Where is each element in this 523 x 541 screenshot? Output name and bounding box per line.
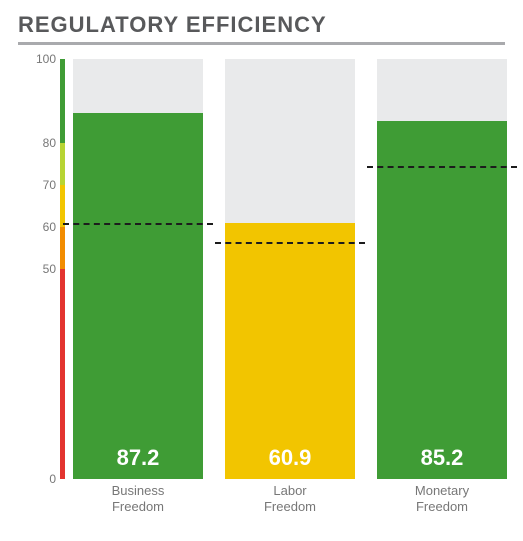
bar-fill (73, 113, 203, 479)
chart-area: 050607080100 87.260.985.2 (18, 59, 505, 479)
title-rule (18, 42, 505, 45)
x-axis-label: Labor Freedom (225, 483, 355, 514)
reference-line (367, 166, 517, 168)
chart-card: REGULATORY EFFICIENCY 0 50 60 70 80 100 87.2 6… (0, 0, 523, 541)
bar-value-label: 60.9 (225, 445, 355, 471)
y-tick-label: 70 (18, 178, 56, 192)
bar-slot: 85.2 (377, 59, 507, 479)
y-tick-label: 50 (18, 262, 56, 276)
bar-slot: 87.2 (73, 59, 203, 479)
reference-line (63, 223, 213, 225)
bar-value-label: 87.2 (73, 445, 203, 471)
bar-value-label: 85.2 (377, 445, 507, 471)
bar-fill (225, 223, 355, 479)
plot-area: 87.2 60.9 85.2 (63, 59, 505, 479)
x-axis-labels: Business Freedom Labor Freedom Monetary Fr… (63, 483, 505, 523)
reference-line (215, 242, 365, 244)
y-tick-label: 80 (18, 136, 56, 150)
x-axis-label: Business Freedom (73, 483, 203, 514)
bar-slot: 60.9 (225, 59, 355, 479)
y-tick-label: 0 (18, 472, 56, 486)
bar-fill (377, 121, 507, 479)
y-tick-label: 100 (18, 52, 56, 66)
y-tick-label: 60 (18, 220, 56, 234)
x-axis-label: Monetary Freedom (377, 483, 507, 514)
chart-title: REGULATORY EFFICIENCY (18, 12, 505, 38)
